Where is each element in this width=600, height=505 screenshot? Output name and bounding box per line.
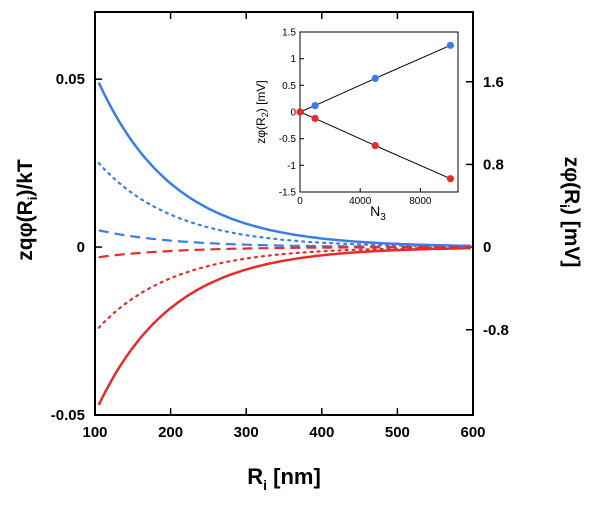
inset-y-tick-label: -1.5 — [279, 188, 297, 199]
inset-y-tick-label: 0.5 — [282, 81, 296, 92]
x-tick-label: 200 — [158, 424, 183, 441]
inset-point-red — [446, 175, 455, 183]
inset-fit-line-blue — [299, 44, 451, 113]
inset-fit-line-red — [299, 111, 451, 180]
inset-y-tick-label: -0.5 — [279, 134, 297, 145]
inset-marks — [296, 41, 455, 183]
y2-tick-label: 0 — [483, 239, 491, 256]
main-curves — [97, 81, 472, 406]
inset-y-tick-label: 1.5 — [282, 28, 296, 39]
inset-y-axis-label: zφ(R2) [mV] — [254, 80, 270, 143]
x-tick-label: 300 — [234, 424, 259, 441]
y2-tick-label: 1.6 — [483, 74, 504, 91]
inset-background — [300, 32, 458, 192]
main-plot-frame — [94, 11, 474, 416]
series-line-red-dotted — [97, 246, 472, 329]
inset-point-blue — [371, 74, 379, 82]
y2-tick-label: 0.8 — [483, 156, 504, 173]
inset-y-tick-label: 1 — [290, 54, 296, 65]
y2-tick-label: -0.8 — [483, 322, 509, 339]
y-tick-label: 0 — [77, 239, 85, 256]
main-x-axis-label: Ri [nm] — [247, 464, 321, 493]
inset-point-red — [311, 114, 319, 122]
inset-y-tick-label: 0 — [290, 108, 296, 119]
inset-point-red — [296, 108, 304, 116]
inset-point-blue — [311, 102, 319, 110]
inset-x-axis-label: N3 — [370, 203, 386, 223]
inset-x-tick-label: 8000 — [409, 196, 432, 207]
inset-x-tick-label: 0 — [297, 196, 303, 207]
main-y-axis-label-left: zqφ(Ri)/kT — [14, 159, 40, 261]
x-tick-label: 500 — [385, 424, 410, 441]
series-line-red-dashed — [98, 246, 471, 259]
x-tick-label: 600 — [460, 424, 485, 441]
x-tick-label: 400 — [309, 424, 334, 441]
y-tick-label: -0.05 — [51, 407, 85, 424]
x-tick-label: 100 — [82, 424, 107, 441]
inset-x-tick-label: 4000 — [349, 196, 372, 207]
series-line-blue-solid — [97, 81, 471, 248]
main-y-axis-label-right: zφ(Ri) [mV] — [557, 157, 583, 268]
inset-point-red — [371, 142, 379, 150]
inset-point-blue — [446, 41, 455, 49]
series-line-red-solid — [97, 246, 471, 406]
inset-ticks: 0 4000 8000 -1.5 -1 -0.5 0 0.5 1 1.5 — [279, 28, 432, 208]
y-tick-label: 0.05 — [56, 71, 85, 88]
inset-y-tick-label: -1 — [287, 161, 296, 172]
